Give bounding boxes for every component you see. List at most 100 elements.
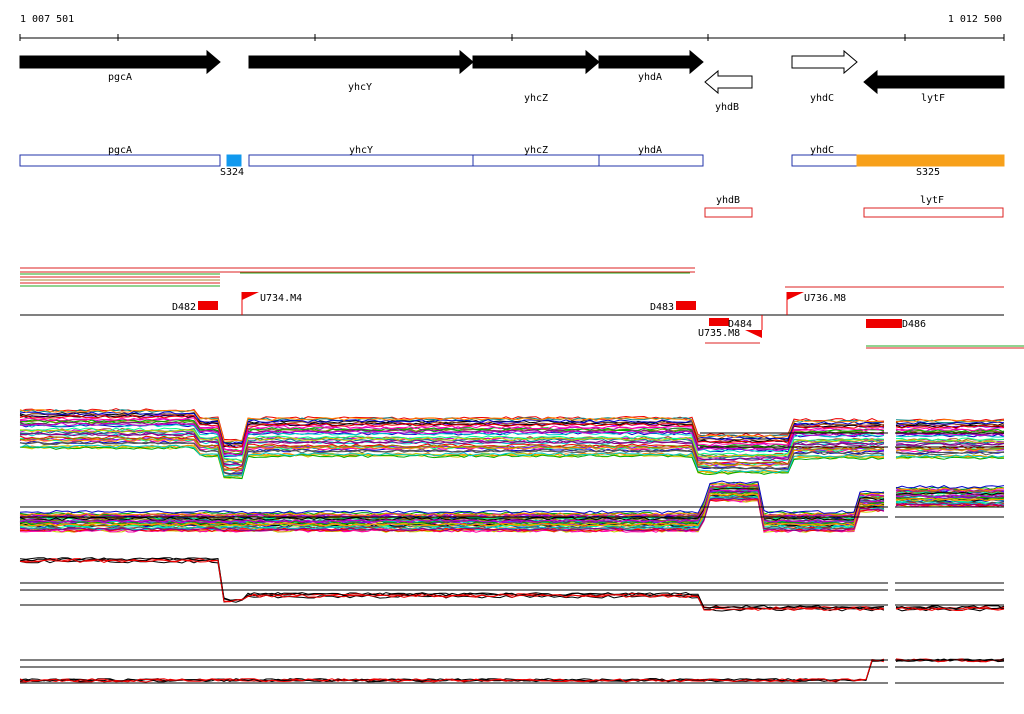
expression-line [895,442,1005,447]
annotation-box [791,154,858,167]
gene-label: pgcA [108,72,132,83]
expression-line [895,451,1005,456]
expression-line [895,497,1005,502]
annotation-label: yhdC [810,145,834,156]
expression-line [895,490,1005,495]
annotation-label: pgcA [108,145,132,156]
expression-line [895,427,1005,432]
gene-label: yhdA [638,72,662,83]
expression-line [895,502,1005,507]
expression-line [19,437,885,472]
transcript-box [676,301,696,310]
gene-label: yhcY [348,82,372,93]
expression-line [19,659,885,683]
expression-line [895,421,1005,425]
annotation-box [226,154,242,167]
expression-line [19,658,885,683]
expression-line [19,444,885,477]
transcript-label: U734.M4 [260,293,302,304]
annotation-label: S324 [220,167,244,178]
expression-line [19,480,885,514]
expression-line [895,493,1005,499]
transcript-flag [787,292,804,300]
expression-line [19,441,885,476]
region-label: yhdB [716,195,740,206]
annotation-box [598,154,704,167]
annotation-box [248,154,474,167]
gene-arrow [248,49,474,75]
annotation-label: yhcY [349,145,373,156]
expression-line [19,411,885,446]
expression-line [19,558,885,611]
expression-line [19,414,885,449]
expression-line [19,488,885,521]
expression-line [19,488,885,524]
expression-line [19,412,885,447]
transcript-label: D483 [650,302,674,313]
expression-line [895,440,1005,444]
expression-line [895,424,1005,429]
gene-label: yhcZ [524,93,548,104]
expression-line [895,419,1005,423]
ruler-end: 1 012 500 [948,14,1002,25]
transcript-flag [242,292,259,300]
transcript-label: U736.M8 [804,293,846,304]
gene-arrow [19,49,221,75]
expression-line [19,446,885,480]
gene-label: yhdB [715,102,739,113]
ruler-start: 1 007 501 [20,14,74,25]
region-label: lytF [920,195,944,206]
transcript-label: U735.M8 [698,328,740,339]
transcript-label: D482 [172,302,196,313]
expression-line [895,485,1005,489]
annotation-label: yhcZ [524,145,548,156]
expression-line [895,606,1005,611]
annotation-box [19,154,221,167]
annotation-box [472,154,600,167]
expression-line [19,429,885,464]
gene-arrow [598,49,704,75]
transcript-flag [745,330,762,338]
expression-line [19,409,885,442]
annotation-label: S325 [916,167,940,178]
expression-line [19,419,885,453]
transcript-box [198,301,218,310]
expression-line [19,495,885,530]
expression-line [895,424,1005,429]
transcript-box [866,319,902,328]
transcript-label: D486 [902,319,926,330]
expression-line [19,436,885,470]
expression-line [19,559,885,612]
expression-line [895,492,1005,497]
expression-line [895,439,1005,444]
expression-line [19,497,885,532]
expression-line [19,482,885,517]
annotation-box [856,154,1005,167]
gene-label: lytF [921,93,945,104]
gene-arrow [863,69,1005,95]
expression-line [19,492,885,527]
expression-line [19,498,885,533]
track-gap [888,400,895,700]
annotation-label: yhdA [638,145,662,156]
expression-line [895,454,1005,459]
expression-line [895,428,1005,433]
transcript-label: D484 [728,319,752,330]
gene-arrow [472,49,600,75]
gene-arrow [791,49,858,75]
expression-line [19,557,885,610]
region-box [863,207,1004,218]
gene-label: yhdC [810,93,834,104]
expression-line [19,444,885,478]
expression-line [19,422,885,456]
expression-line [895,438,1005,442]
expression-line [895,491,1005,496]
gene-arrow [704,69,753,95]
expression-line [19,432,885,467]
expression-line [20,423,885,457]
expression-line [895,447,1005,452]
expression-line [895,487,1004,492]
expression-line [895,432,1005,437]
region-box [704,207,753,218]
